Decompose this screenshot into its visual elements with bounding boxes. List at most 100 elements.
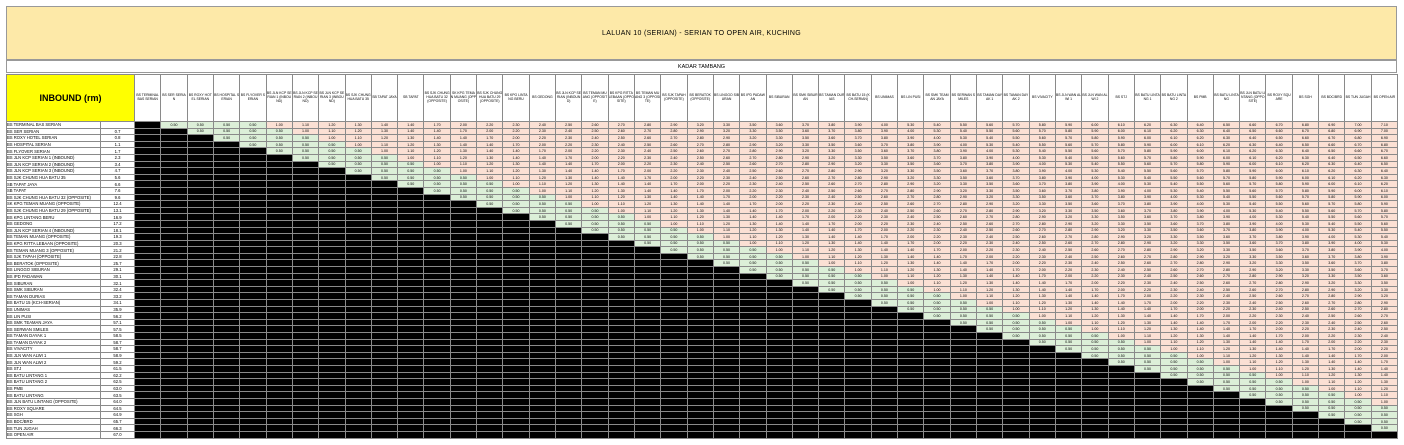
- fare-cell: 0.50: [1081, 338, 1109, 347]
- fare-cell: 1.00: [923, 285, 951, 294]
- empty-cell: [765, 332, 793, 340]
- empty-cell: [923, 384, 951, 393]
- table-row: BS VIVACITY 58.7 0.50 0.50 0.50 0.50 1.00 1.10 1…: [6, 345, 1399, 353]
- fare-cell: 1.70: [1054, 279, 1083, 287]
- empty-cell: [160, 299, 188, 307]
- empty-cell: [712, 404, 741, 413]
- empty-cell: [397, 384, 425, 393]
- fare-cell: 5.40: [1186, 186, 1214, 195]
- fare-cell: 6.70: [1370, 147, 1399, 155]
- empty-cell: [186, 246, 214, 254]
- fare-cell: 2.80: [686, 134, 714, 142]
- empty-cell: [239, 147, 267, 155]
- empty-cell: [212, 252, 241, 261]
- fare-cell: 3.70: [1291, 246, 1320, 254]
- empty-cell: [265, 239, 293, 248]
- empty-cell: [897, 338, 925, 347]
- empty-cell: [660, 272, 688, 281]
- table-row: BS ROXY HOTEL SERIAN 0.8 0.50 0.50 0.50 0.50 1…: [6, 134, 1399, 142]
- fare-cell: 2.40: [1081, 259, 1109, 268]
- empty-cell: [291, 167, 320, 175]
- fare-cell: 2.50: [581, 127, 609, 136]
- empty-cell: [291, 325, 320, 333]
- fare-cell: 0.50: [160, 121, 188, 129]
- fare-cell: 2.70: [975, 213, 1004, 221]
- fare-cell: 1.10: [818, 252, 846, 261]
- empty-cell: [318, 351, 346, 360]
- empty-cell: [502, 338, 530, 347]
- empty-cell: [291, 206, 320, 215]
- empty-cell: [660, 430, 688, 439]
- fare-cell: 1.00: [318, 134, 346, 142]
- empty-cell: [686, 299, 714, 307]
- empty-cell: [739, 430, 767, 439]
- empty-cell: [607, 424, 635, 432]
- fare-cell: 0.50: [949, 305, 978, 314]
- empty-cell: [844, 404, 872, 413]
- empty-cell: [265, 397, 293, 406]
- empty-cell: [449, 299, 478, 307]
- fare-cell: 1.00: [739, 239, 767, 248]
- fare-cell: 2.90: [1002, 206, 1030, 215]
- fare-cell: 1.00: [265, 121, 293, 129]
- empty-cell: [265, 266, 293, 274]
- empty-cell: [291, 213, 320, 221]
- fare-cell: 1.10: [870, 266, 899, 274]
- empty-cell: [633, 417, 662, 426]
- empty-cell: [1107, 424, 1135, 432]
- fare-cell: 1.40: [502, 147, 530, 155]
- empty-cell: [1160, 417, 1188, 426]
- empty-cell: [212, 417, 241, 426]
- fare-cell: 0.50: [923, 299, 951, 307]
- empty-cell: [239, 305, 267, 314]
- fare-cell: 2.30: [660, 160, 688, 169]
- fare-cell: 6.30: [1344, 167, 1372, 175]
- empty-cell: [554, 411, 583, 419]
- empty-cell: [133, 147, 162, 155]
- fare-cell: 0.50: [844, 285, 872, 294]
- fare-cell: 5.50: [1160, 173, 1188, 182]
- empty-cell: [949, 325, 978, 333]
- fare-cell: 2.50: [1081, 252, 1109, 261]
- fare-cell: 3.20: [1291, 272, 1320, 281]
- empty-cell: [1133, 411, 1162, 419]
- empty-cell: [844, 332, 872, 340]
- empty-cell: [818, 411, 846, 419]
- fare-cell: 1.40: [1054, 292, 1083, 301]
- table-row: BS TAMAN DAYAK 2 58.7 0.50 0.50 0.50 0.50 1.00…: [6, 338, 1399, 347]
- fare-cell: 6.00: [1186, 147, 1214, 155]
- fare-cell: 7.00: [1370, 127, 1399, 136]
- empty-cell: [186, 325, 214, 333]
- fare-cell: 5.40: [1107, 167, 1135, 175]
- empty-cell: [397, 226, 425, 235]
- empty-cell: [791, 404, 820, 413]
- fare-cell: 3.50: [1291, 259, 1320, 268]
- empty-cell: [712, 364, 741, 373]
- empty-cell: [476, 384, 504, 393]
- empty-cell: [581, 299, 609, 307]
- fare-cell: 6.10: [1318, 173, 1346, 182]
- empty-cell: [239, 411, 267, 419]
- fare-cell: 0.50: [1265, 397, 1293, 406]
- fare-cell: 2.30: [1054, 259, 1083, 268]
- empty-cell: [133, 345, 162, 353]
- empty-cell: [397, 378, 425, 386]
- empty-cell: [1054, 351, 1083, 360]
- stop-distance: 63.5: [100, 391, 135, 399]
- empty-cell: [186, 351, 214, 360]
- column-header: BS LIN PUSI: [897, 74, 925, 122]
- empty-cell: [212, 153, 241, 162]
- column-header: BS TUN JUGAH: [1344, 74, 1372, 122]
- fare-cell: 0.50: [765, 272, 793, 281]
- fare-cell: 1.10: [423, 153, 451, 162]
- empty-cell: [186, 430, 214, 439]
- fare-cell: 3.90: [1107, 186, 1135, 195]
- empty-cell: [765, 430, 793, 439]
- column-header: BS SER SERIAN: [160, 74, 188, 122]
- empty-cell: [186, 186, 214, 195]
- empty-cell: [423, 219, 451, 228]
- fare-cell: 2.00: [660, 173, 688, 182]
- fare-cell: 5.70: [1002, 121, 1030, 129]
- fare-cell: 1.40: [686, 193, 714, 202]
- fare-cell: 4.00: [1054, 167, 1083, 175]
